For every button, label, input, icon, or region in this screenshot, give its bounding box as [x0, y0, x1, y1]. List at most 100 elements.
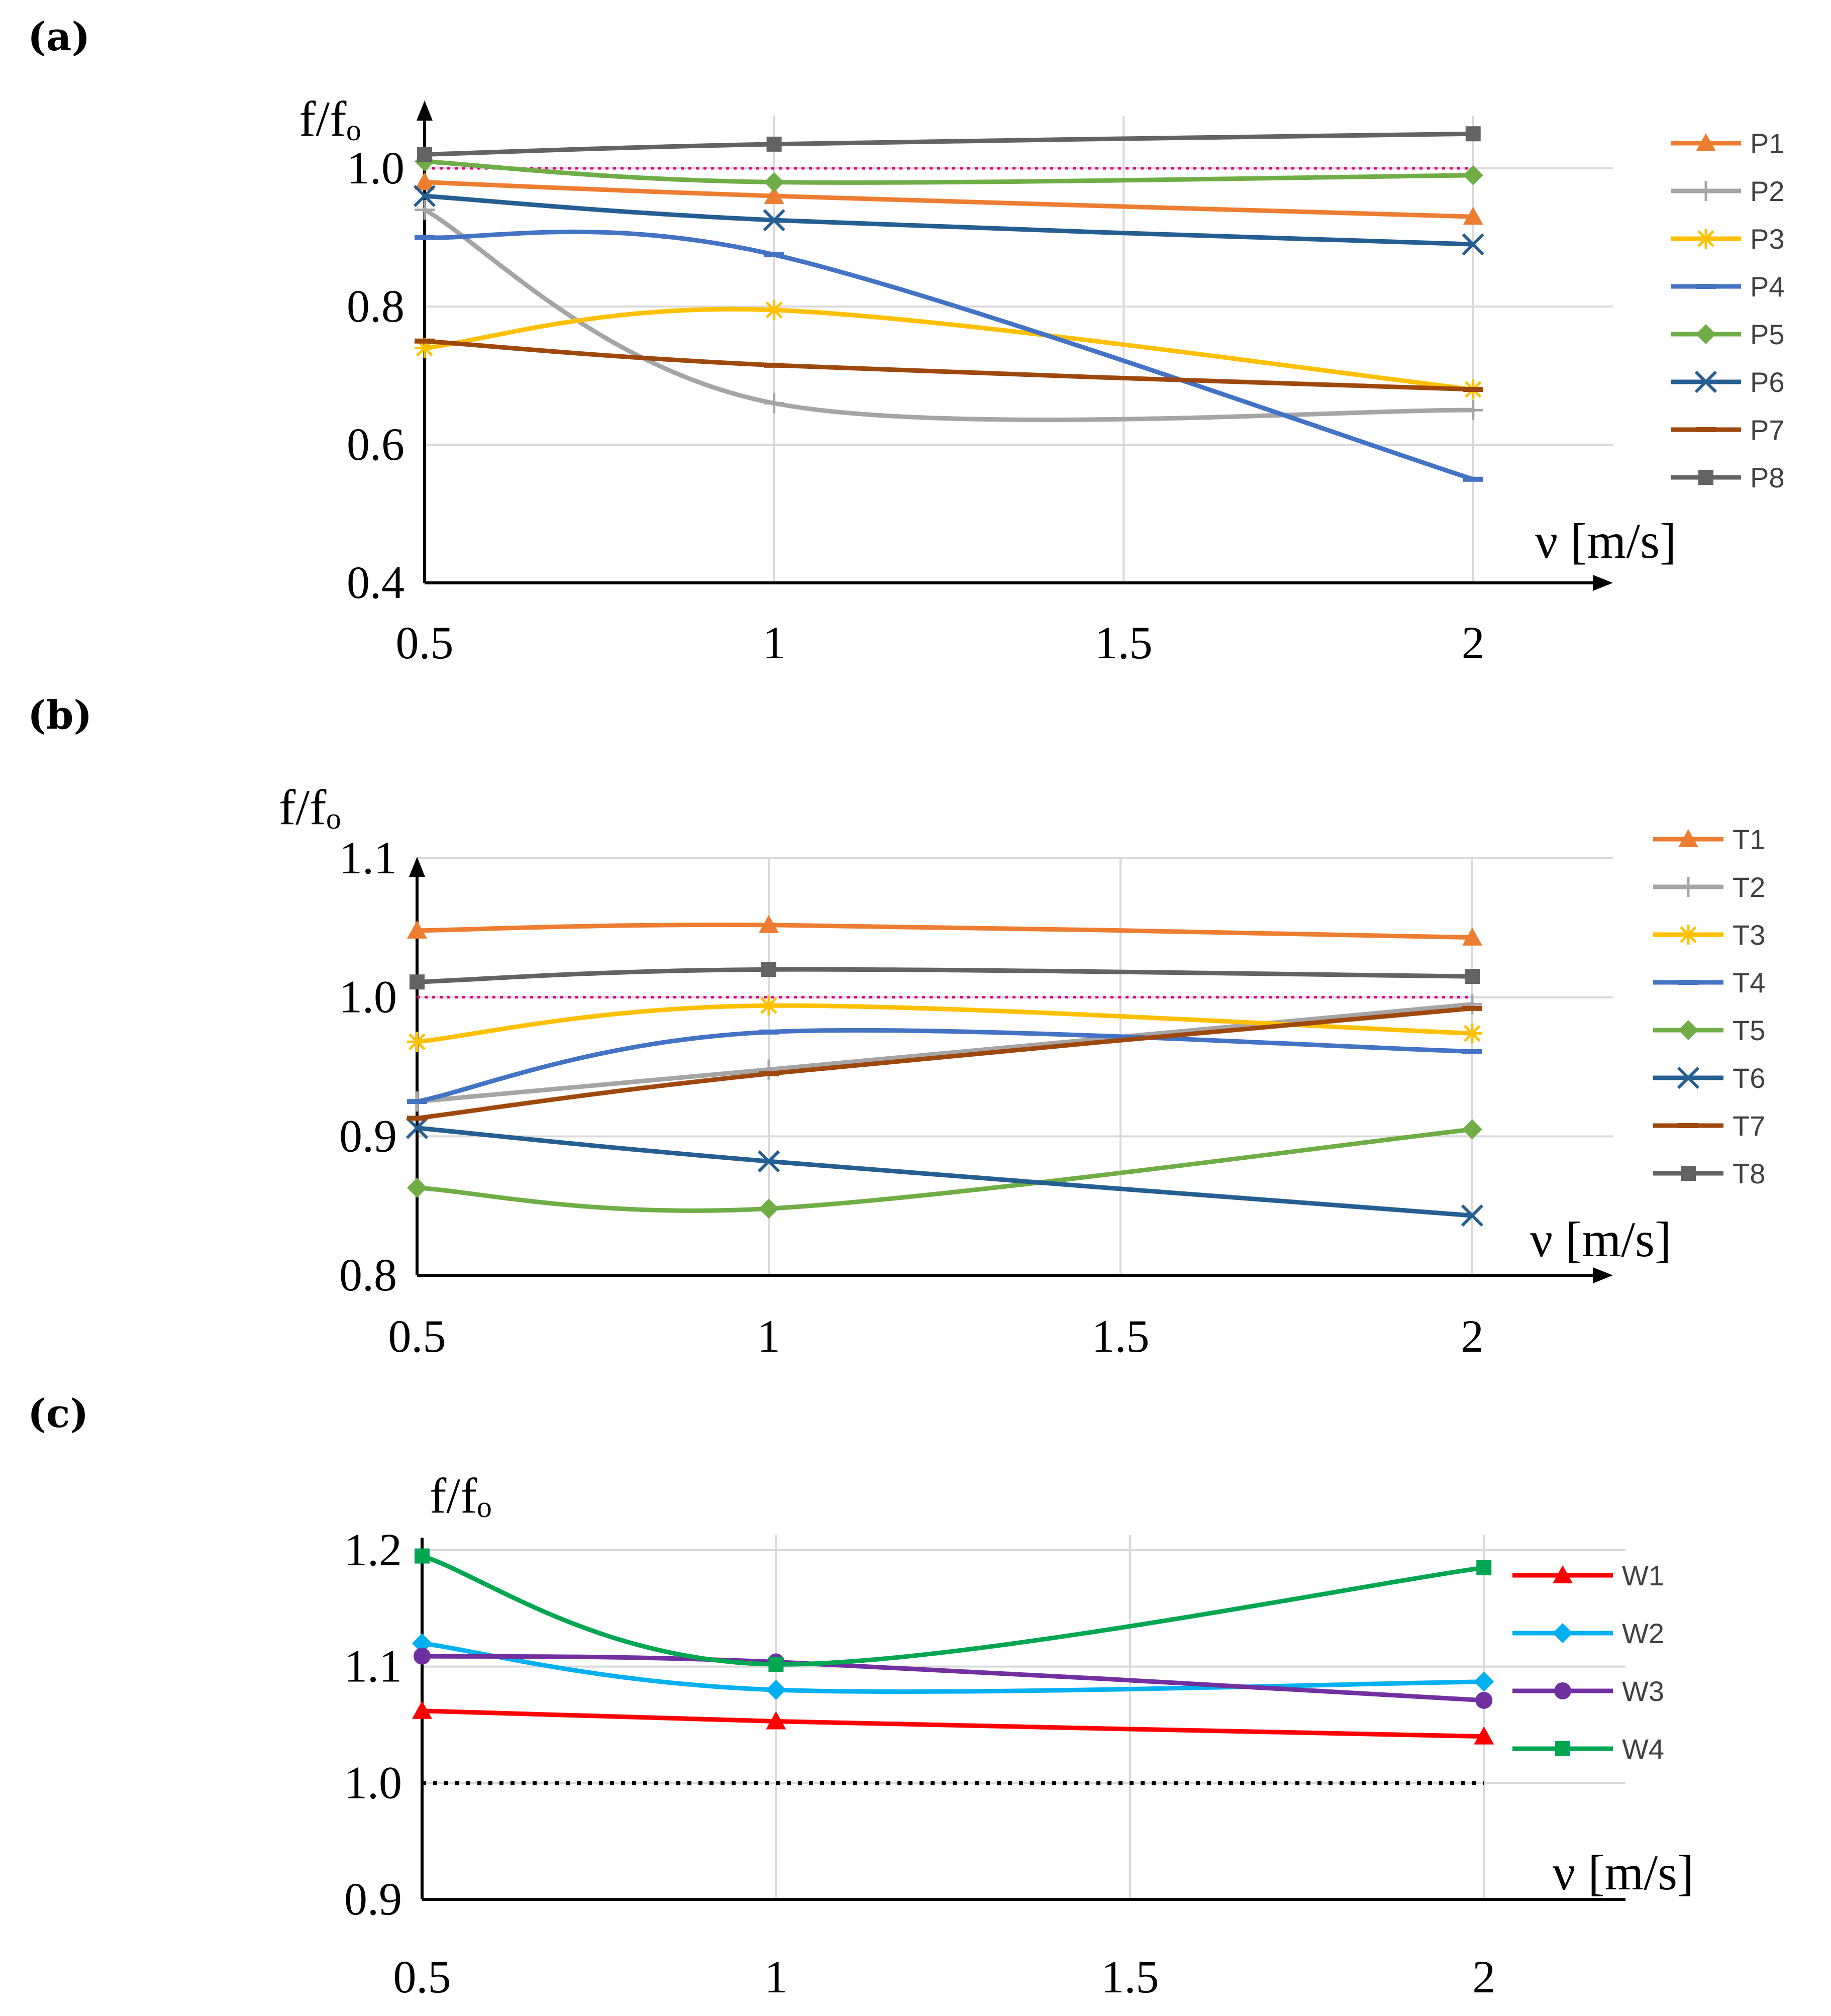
legend-entry-p7: P7 — [1671, 414, 1785, 446]
x-axis-title: ν [m/s] — [1535, 513, 1676, 569]
data-point — [759, 915, 779, 933]
data-point — [759, 1071, 779, 1076]
y-tick-label: 1.1 — [344, 1641, 402, 1692]
series-t1 — [407, 915, 1482, 946]
legend-entry-t8: T8 — [1653, 1158, 1765, 1189]
series-line — [422, 229, 1476, 482]
data-point — [759, 1029, 779, 1035]
x-axis-title: ν [m/s] — [1530, 1212, 1671, 1267]
legend-marker — [1696, 229, 1716, 249]
data-point — [1474, 1671, 1494, 1692]
y-tick-label: 1.0 — [339, 971, 397, 1023]
series-line — [420, 1554, 1486, 1667]
data-point — [1463, 400, 1483, 421]
legend-label: P1 — [1750, 128, 1785, 159]
data-point — [766, 136, 782, 152]
legend-label: P7 — [1750, 414, 1785, 446]
panel-label: (c) — [28, 1391, 88, 1437]
data-point — [1462, 1023, 1482, 1044]
series-p7 — [415, 338, 1483, 392]
legend-entry-p8: P8 — [1671, 462, 1785, 493]
series-p2 — [415, 199, 1483, 422]
legend-label: T3 — [1733, 919, 1765, 951]
data-point — [1463, 387, 1483, 392]
legend-entry-w2: W2 — [1512, 1618, 1664, 1649]
panel-label: (a) — [28, 14, 90, 60]
series-t7 — [407, 1005, 1482, 1121]
legend-entry-t4: T4 — [1653, 967, 1765, 998]
x-tick-label: 1 — [757, 1311, 780, 1362]
data-point — [1462, 1119, 1482, 1140]
legend-label: T6 — [1733, 1062, 1765, 1094]
legend-marker — [1554, 1682, 1571, 1699]
legend-marker — [1678, 877, 1698, 897]
legend-label: T7 — [1733, 1110, 1765, 1142]
series-line — [415, 1127, 1475, 1213]
legend-entry-p5: P5 — [1671, 319, 1785, 350]
legend-label: W3 — [1622, 1675, 1664, 1707]
x-tick-label: 2 — [1472, 1951, 1495, 2002]
data-point — [1475, 1691, 1493, 1709]
data-point — [764, 172, 784, 192]
data-point — [417, 147, 432, 162]
data-point — [1462, 1005, 1482, 1011]
x-tick-label: 2 — [1462, 617, 1485, 668]
series-t8 — [410, 962, 1480, 990]
legend-entry-t3: T3 — [1653, 919, 1765, 951]
legend-marker — [1681, 1166, 1696, 1181]
data-point — [757, 1150, 780, 1173]
series-p1 — [415, 172, 1483, 225]
x-tick-label: 1 — [764, 1951, 787, 2002]
data-point — [415, 199, 435, 220]
legend-label: W2 — [1622, 1618, 1664, 1649]
chart-panel-0: (a) 0.4 0.6 0.8 1.0 0.5 1 1.5 2 f/fₒ ν [m/s] P1 P2 P3… — [28, 14, 1785, 668]
series-line — [422, 180, 1476, 219]
legend-label: W1 — [1622, 1560, 1664, 1591]
legend-marker — [1553, 1565, 1573, 1583]
legend-marker — [1696, 427, 1716, 432]
data-point — [407, 1116, 427, 1121]
legend-marker — [1698, 470, 1713, 485]
y-tick-label: 0.8 — [339, 1249, 397, 1300]
legend-marker — [1555, 1741, 1570, 1756]
series-p8 — [417, 126, 1481, 162]
y-tick-label: 0.8 — [347, 280, 404, 332]
y-axis-title: f/fₒ — [299, 91, 361, 147]
legend-marker — [1696, 133, 1716, 151]
legend-entry-p6: P6 — [1671, 366, 1785, 398]
data-point — [1462, 233, 1484, 256]
legend-marker — [1678, 1020, 1698, 1040]
legend-entry-t6: T6 — [1653, 1062, 1765, 1094]
legend-marker — [1678, 1123, 1698, 1128]
legend-marker — [1696, 324, 1716, 344]
legend-marker — [1553, 1623, 1573, 1643]
data-point — [768, 1657, 784, 1672]
series-line — [420, 1641, 1486, 1694]
legend-label: T5 — [1733, 1015, 1765, 1046]
series-line — [422, 193, 1476, 247]
x-tick-label: 1.5 — [1092, 1311, 1150, 1362]
y-axis-arrow — [409, 857, 425, 877]
data-point — [1465, 126, 1481, 142]
data-point — [412, 1700, 432, 1719]
y-axis-title: f/fₒ — [430, 1468, 491, 1524]
data-point — [414, 1647, 431, 1665]
legend-marker — [1678, 925, 1698, 945]
series-w2 — [412, 1633, 1494, 1700]
legend-entry-w3: W3 — [1512, 1675, 1664, 1707]
series-p5 — [415, 151, 1483, 192]
series-line — [415, 1028, 1475, 1104]
data-point — [407, 920, 427, 939]
data-point — [759, 995, 779, 1016]
x-tick-label: 0.5 — [396, 617, 454, 668]
data-point — [415, 338, 435, 344]
x-tick-label: 0.5 — [393, 1951, 451, 2002]
data-point — [1474, 1726, 1494, 1745]
data-point — [410, 974, 425, 990]
series-p4 — [415, 229, 1483, 482]
data-point — [759, 1198, 779, 1219]
data-point — [415, 338, 435, 358]
legend-entry-w1: W1 — [1512, 1560, 1664, 1591]
x-axis-arrow — [1593, 575, 1613, 591]
